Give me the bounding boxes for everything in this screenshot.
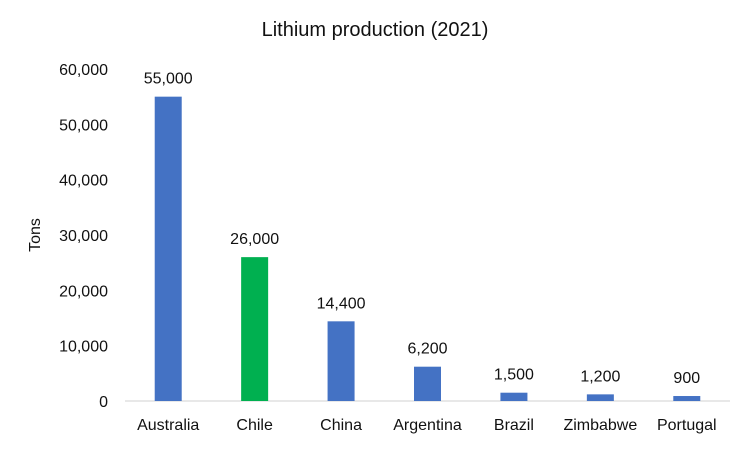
bars-group [154,96,701,402]
y-axis-label: Tons [27,218,44,252]
y-tick-label: 60,000 [59,62,108,79]
bar-chile [241,257,269,401]
x-tick-label-argentina: Argentina [393,417,462,434]
y-tick-label: 10,000 [59,339,108,356]
bar-zimbabwe [586,394,614,401]
data-label-portugal: 900 [673,370,700,387]
y-tick-label: 20,000 [59,283,108,300]
data-label-australia: 55,000 [144,71,193,88]
x-axis-ticks: Australia Chile China Argentina Brazil Zimbab… [137,417,716,434]
data-labels-group: 55,000 26,000 14,400 6,200 1,500 1,200 900 [144,71,700,387]
data-label-chile: 26,000 [230,231,279,248]
bar-argentina [414,366,441,401]
bar-portugal [673,396,701,401]
data-label-china: 14,400 [317,295,366,312]
y-tick-label: 30,000 [59,228,108,245]
x-tick-label-brazil: Brazil [494,417,534,434]
bar-brazil [500,392,528,401]
y-axis-ticks: 0 10,000 20,000 30,000 40,000 50,000 60,000 [59,62,108,411]
bar-australia [154,96,182,402]
chart-title: Lithium production (2021) [262,19,489,41]
y-tick-label: 50,000 [59,117,108,134]
x-tick-label-zimbabwe: Zimbabwe [563,417,637,434]
data-label-brazil: 1,500 [494,367,534,384]
data-label-zimbabwe: 1,200 [580,368,620,385]
x-tick-label-portugal: Portugal [657,417,717,434]
x-tick-label-australia: Australia [137,417,199,434]
data-label-argentina: 6,200 [407,341,447,358]
y-tick-label: 40,000 [59,173,108,190]
y-tick-label: 0 [99,394,108,411]
x-tick-label-china: China [320,417,362,434]
bar-china [327,321,355,401]
x-tick-label-chile: Chile [236,417,273,434]
